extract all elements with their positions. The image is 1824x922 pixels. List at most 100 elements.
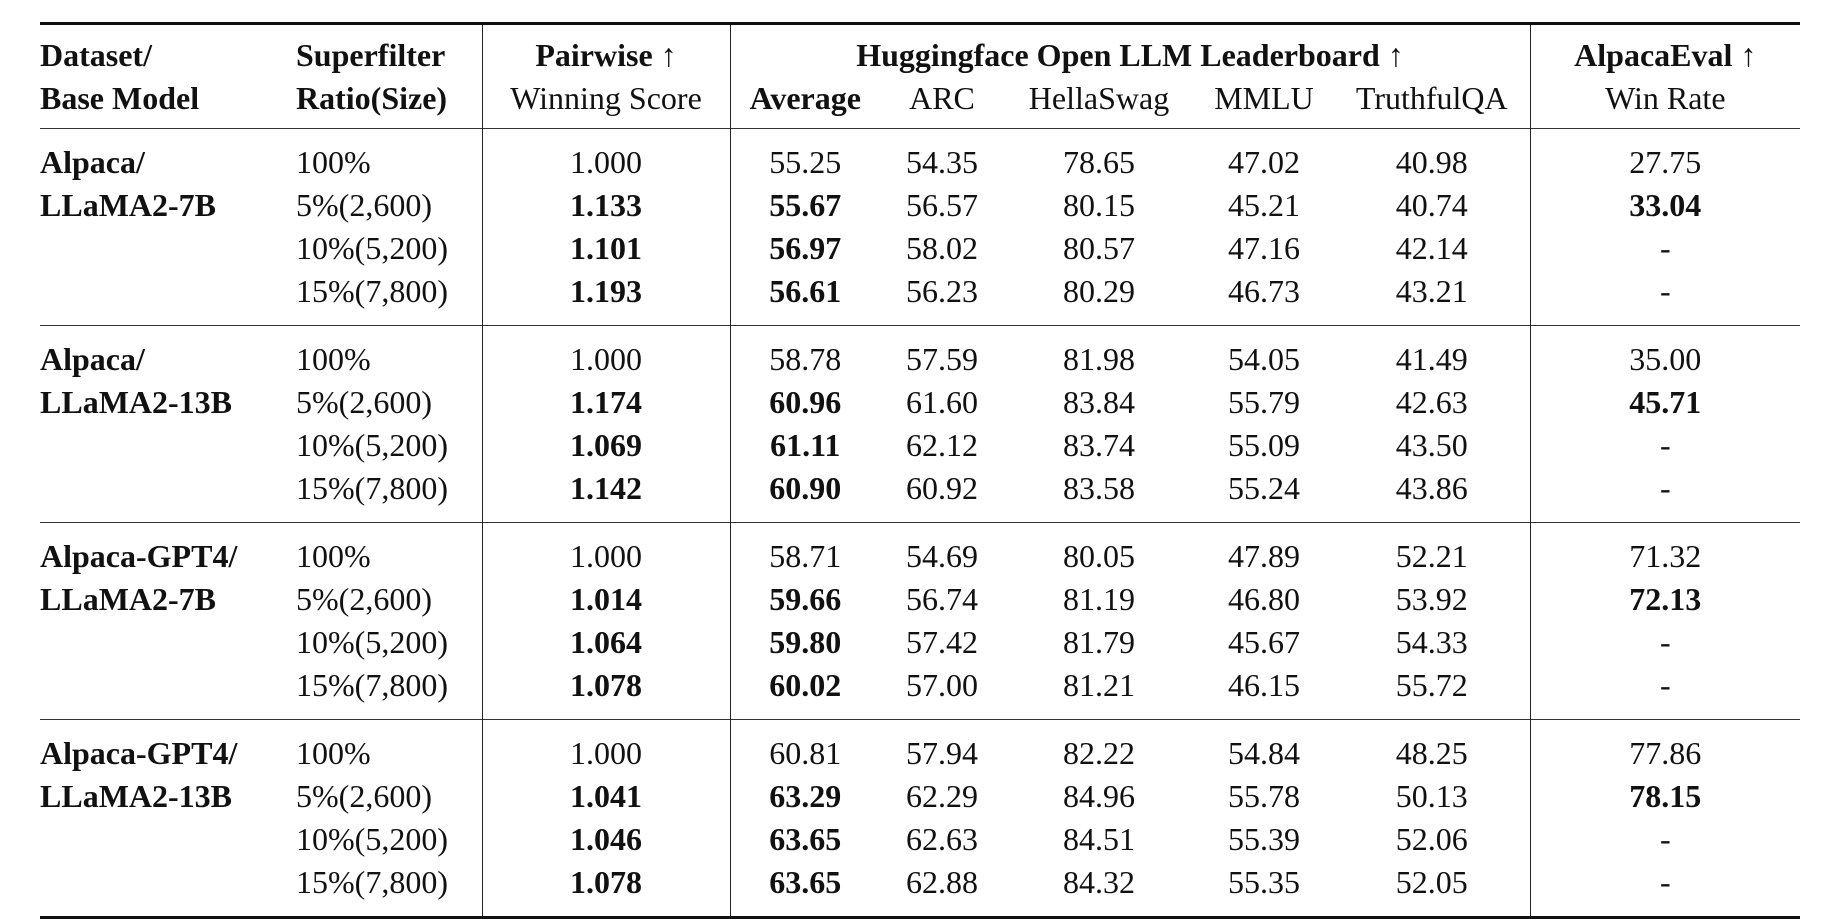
- average-cell: 61.11: [729, 424, 880, 467]
- mmlu-cell: 47.02: [1228, 144, 1300, 180]
- hellaswag-cell: 78.65: [1063, 144, 1135, 180]
- winrate-cell: -: [1529, 270, 1801, 326]
- table-group-alpaca-gpt4-llama2-13b: Alpaca-GPT4/LLaMA2-13B 100% 1.000 60.81 …: [40, 719, 1801, 918]
- hellaswag-cell: 81.21: [1063, 667, 1135, 703]
- table-row: 15%(7,800) 1.078 60.02 57.00 81.21 46.15…: [40, 664, 1801, 720]
- arc-cell: 62.63: [906, 821, 978, 857]
- arc-cell: 58.02: [906, 230, 978, 266]
- arc-cell: 54.69: [906, 538, 978, 574]
- winrate-cell: 78.15: [1529, 775, 1801, 818]
- winrate-cell: 77.86: [1529, 719, 1801, 775]
- header-hellaswag: HellaSwag: [1028, 80, 1170, 116]
- ratio-cell: 5%(2,600): [296, 778, 432, 814]
- base-model-name: LLaMA2-7B: [40, 581, 216, 617]
- ratio-cell: 15%(7,800): [296, 864, 448, 900]
- pairwise-cell: 1.014: [481, 578, 730, 621]
- winrate-cell: 72.13: [1529, 578, 1801, 621]
- header-ratio-size: Ratio(Size): [296, 80, 448, 116]
- winrate-cell: 45.71: [1529, 381, 1801, 424]
- table-row: 5%(2,600) 1.133 55.67 56.57 80.15 45.21 …: [40, 184, 1801, 227]
- winrate-cell: -: [1529, 861, 1801, 918]
- table-row: Alpaca-GPT4/LLaMA2-7B 100% 1.000 58.71 5…: [40, 522, 1801, 617]
- winrate-cell: -: [1529, 664, 1801, 720]
- hellaswag-cell: 84.51: [1063, 821, 1135, 857]
- arc-cell: 56.74: [906, 581, 978, 617]
- hellaswag-cell: 80.05: [1063, 538, 1135, 574]
- header-alpacaeval: AlpacaEval ↑: [1529, 22, 1801, 77]
- table-group-alpaca-llama2-13b: Alpaca/LLaMA2-13B 100% 1.000 58.78 57.59…: [40, 325, 1801, 523]
- arc-cell: 57.42: [906, 624, 978, 660]
- average-cell: 55.25: [729, 128, 880, 184]
- table-row: 10%(5,200) 1.046 63.65 62.63 84.51 55.39…: [40, 818, 1801, 861]
- pairwise-cell: 1.000: [481, 128, 730, 184]
- hellaswag-cell: 81.98: [1063, 341, 1135, 377]
- ratio-cell: 5%(2,600): [296, 187, 432, 223]
- arc-cell: 54.35: [906, 144, 978, 180]
- arc-cell: 61.60: [906, 384, 978, 420]
- table-row: Alpaca/LLaMA2-7B 100% 1.000 55.25 54.35 …: [40, 128, 1801, 223]
- mmlu-cell: 55.09: [1228, 427, 1300, 463]
- header-truthfulqa: TruthfulQA: [1355, 80, 1508, 116]
- average-cell: 60.81: [729, 719, 880, 775]
- ratio-cell: 5%(2,600): [296, 384, 432, 420]
- pairwise-cell: 1.069: [481, 424, 730, 467]
- mmlu-cell: 47.89: [1228, 538, 1300, 574]
- average-cell: 58.78: [729, 325, 880, 381]
- pairwise-cell: 1.078: [481, 664, 730, 720]
- truthfulqa-cell: 55.72: [1395, 667, 1468, 703]
- mmlu-cell: 55.78: [1228, 778, 1300, 814]
- ratio-cell: 100%: [296, 735, 371, 771]
- average-cell: 60.02: [729, 664, 880, 720]
- mmlu-cell: 55.79: [1228, 384, 1300, 420]
- hellaswag-cell: 80.29: [1063, 273, 1135, 309]
- hellaswag-cell: 80.57: [1063, 230, 1135, 266]
- truthfulqa-cell: 40.74: [1395, 187, 1468, 223]
- ratio-cell: 10%(5,200): [296, 427, 448, 463]
- mmlu-cell: 55.24: [1228, 470, 1300, 506]
- pairwise-cell: 1.046: [481, 818, 730, 861]
- hellaswag-cell: 81.19: [1063, 581, 1135, 617]
- table-row: 15%(7,800) 1.142 60.90 60.92 83.58 55.24…: [40, 467, 1801, 523]
- header-average: Average: [729, 77, 880, 129]
- pairwise-cell: 1.000: [481, 325, 730, 381]
- table-row: Alpaca/LLaMA2-13B 100% 1.000 58.78 57.59…: [40, 325, 1801, 420]
- average-cell: 63.29: [729, 775, 880, 818]
- table-row: 5%(2,600) 1.174 60.96 61.60 83.84 55.79 …: [40, 381, 1801, 424]
- header-base-model: Base Model: [40, 80, 200, 116]
- base-model-name: LLaMA2-13B: [40, 778, 232, 814]
- dataset-name: Alpaca-GPT4/: [40, 538, 238, 574]
- arc-cell: 62.29: [906, 778, 978, 814]
- header-pairwise: Pairwise ↑: [481, 22, 730, 77]
- ratio-cell: 15%(7,800): [296, 470, 448, 506]
- arc-cell: 57.94: [906, 735, 978, 771]
- ratio-cell: 10%(5,200): [296, 624, 448, 660]
- winrate-cell: -: [1529, 424, 1801, 467]
- mmlu-cell: 45.67: [1228, 624, 1300, 660]
- dataset-cell: Alpaca/LLaMA2-13B: [40, 326, 296, 523]
- truthfulqa-cell: 54.33: [1395, 624, 1468, 660]
- dataset-cell: Alpaca-GPT4/LLaMA2-13B: [40, 720, 296, 918]
- truthfulqa-cell: 50.13: [1395, 778, 1468, 814]
- truthfulqa-cell: 52.21: [1395, 538, 1468, 574]
- hellaswag-cell: 81.79: [1063, 624, 1135, 660]
- truthfulqa-cell: 52.05: [1395, 864, 1468, 900]
- winrate-cell: 71.32: [1529, 522, 1801, 578]
- hellaswag-cell: 84.96: [1063, 778, 1135, 814]
- winrate-cell: 35.00: [1529, 325, 1801, 381]
- table-group-alpaca-gpt4-llama2-7b: Alpaca-GPT4/LLaMA2-7B 100% 1.000 58.71 5…: [40, 522, 1801, 720]
- pairwise-cell: 1.078: [481, 861, 730, 918]
- mmlu-cell: 54.05: [1228, 341, 1300, 377]
- mmlu-cell: 45.21: [1228, 187, 1300, 223]
- ratio-cell: 10%(5,200): [296, 230, 448, 266]
- average-cell: 55.67: [729, 184, 880, 227]
- base-model-name: LLaMA2-13B: [40, 384, 232, 420]
- dataset-name: Alpaca/: [40, 144, 145, 180]
- winrate-cell: 27.75: [1529, 128, 1801, 184]
- pairwise-cell: 1.193: [481, 270, 730, 326]
- pairwise-cell: 1.101: [481, 227, 730, 270]
- truthfulqa-cell: 42.63: [1395, 384, 1468, 420]
- pairwise-cell: 1.064: [481, 621, 730, 664]
- hellaswag-cell: 83.74: [1063, 427, 1135, 463]
- truthfulqa-cell: 48.25: [1395, 735, 1468, 771]
- average-cell: 59.66: [729, 578, 880, 621]
